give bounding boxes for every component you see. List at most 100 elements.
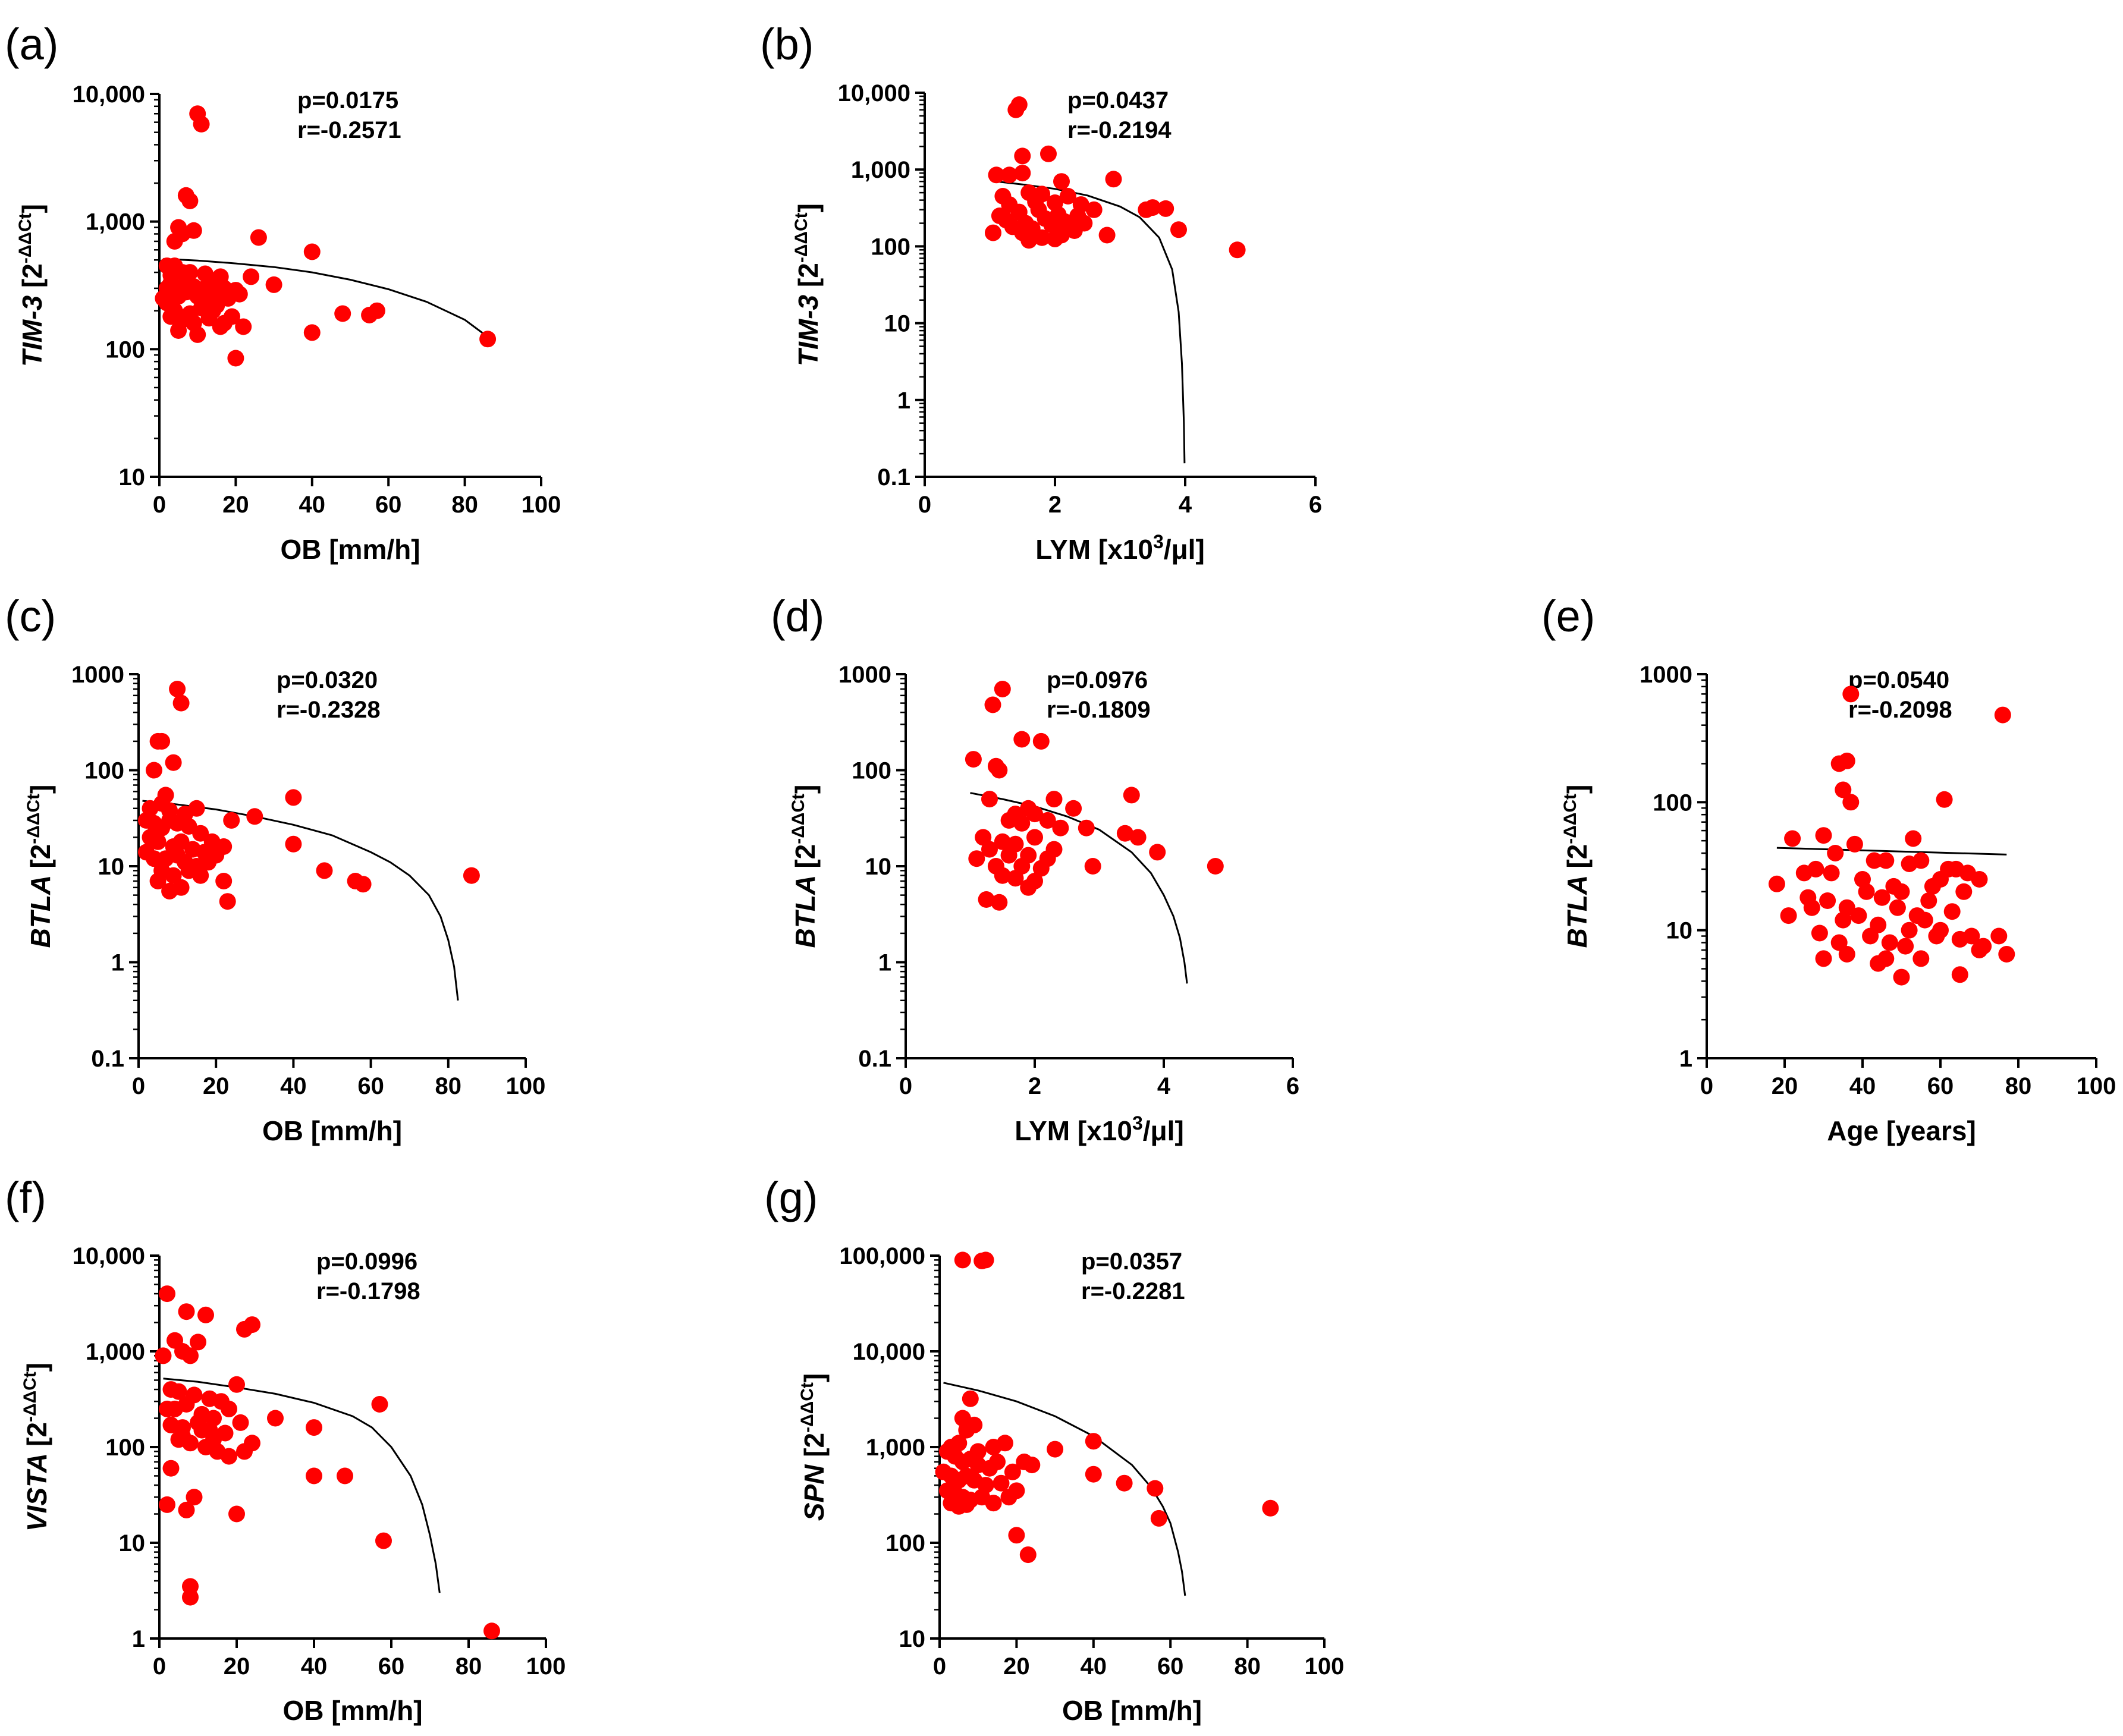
data-point (1026, 829, 1043, 846)
data-point (246, 808, 263, 825)
data-point (1229, 241, 1246, 259)
x-tick-label: 20 (203, 1073, 230, 1099)
data-point (1768, 875, 1785, 892)
chart-panel: (e) 0 20 40 60 80 100 1 10 100 1000 Age [years] BTLA… (1541, 592, 2116, 1146)
data-point (1008, 1527, 1025, 1544)
data-point (997, 1435, 1013, 1452)
y-tick-label: 1 (1679, 1046, 1692, 1072)
x-tick-label: 20 (222, 492, 249, 518)
data-point (1004, 1463, 1021, 1480)
chart-panel: (f) 0 20 40 60 80 100 1 10 100 1,000 10,000 OB [mm/h… (5, 1173, 566, 1726)
data-point (219, 893, 236, 910)
stat-annotation: p=0.0976 (1047, 667, 1148, 693)
data-point (228, 1376, 245, 1393)
data-point (1803, 899, 1820, 916)
y-tick-label: 10 (884, 311, 911, 337)
data-point (1047, 230, 1063, 247)
y-tick-label: 1,000 (851, 157, 910, 183)
data-point (1144, 199, 1161, 216)
x-tick-label: 40 (280, 1073, 307, 1099)
data-point (1105, 171, 1122, 188)
y-tick-label: 100 (871, 234, 910, 260)
y-axis-label: BTLA [2-ΔΔCt] (24, 785, 56, 948)
data-point (1951, 966, 1968, 983)
x-axis-label: OB [mm/h] (262, 1115, 402, 1146)
data-point (991, 762, 1008, 779)
y-tick-label: 10 (865, 854, 892, 880)
y-tick-label: 10 (98, 854, 125, 880)
data-point (1085, 1433, 1102, 1450)
data-point (1893, 968, 1910, 986)
data-point (1905, 830, 1922, 847)
data-point (162, 1460, 180, 1477)
x-tick-label: 100 (526, 1653, 566, 1680)
stat-annotation: p=0.0996 (316, 1248, 417, 1275)
data-point (182, 1589, 199, 1606)
stat-annotation: p=0.0357 (1081, 1248, 1182, 1275)
data-point (1116, 1474, 1133, 1492)
data-point (1085, 201, 1103, 218)
stat-annotation: r=-0.2098 (1848, 697, 1952, 723)
x-tick-label: 80 (2005, 1073, 2032, 1099)
y-tick-label: 10,000 (73, 81, 145, 108)
data-point (334, 305, 351, 322)
data-point (153, 732, 171, 750)
data-point (316, 862, 333, 879)
data-point (193, 115, 210, 133)
chart-panel: (b) 0 2 4 6 0.1 1 10 100 1,000 10,000 LYM [x103/μl]… (760, 20, 1322, 565)
data-point (1990, 927, 2008, 945)
y-tick-label: 10,000 (73, 1243, 145, 1269)
y-axis-label: VISTA [2-ΔΔCt] (20, 1363, 52, 1531)
x-tick-label: 60 (1157, 1653, 1184, 1680)
panel-label: (b) (760, 20, 814, 69)
x-tick-label: 80 (451, 492, 478, 518)
data-point (1858, 883, 1875, 900)
x-tick-label: 40 (301, 1653, 328, 1680)
data-point (994, 867, 1011, 884)
data-point (267, 1410, 284, 1427)
y-tick-label: 0.1 (91, 1046, 124, 1072)
data-point (1912, 852, 1930, 869)
x-axis-label: LYM [x103/μl] (1035, 531, 1205, 565)
stat-annotation: p=0.0437 (1067, 87, 1169, 114)
x-tick-label: 0 (899, 1073, 912, 1099)
data-point (1838, 946, 1855, 963)
data-point (190, 1334, 206, 1351)
y-tick-label: 1,000 (86, 1339, 145, 1365)
panel-label: (c) (5, 592, 56, 641)
x-tick-label: 0 (1700, 1073, 1713, 1099)
data-point (994, 833, 1011, 850)
x-tick-label: 100 (2077, 1073, 2116, 1099)
data-point (200, 854, 217, 871)
data-point (1262, 1499, 1279, 1517)
y-tick-label: 10 (1666, 918, 1693, 944)
data-point (981, 791, 998, 808)
data-point (165, 754, 182, 771)
data-point (483, 1622, 500, 1640)
data-point (1020, 232, 1038, 249)
data-point (232, 1414, 249, 1431)
data-point (1207, 858, 1224, 875)
data-point (182, 1347, 199, 1364)
x-axis-label: OB [mm/h] (280, 534, 420, 565)
y-tick-label: 100 (105, 336, 145, 363)
stat-annotation: p=0.0175 (297, 87, 398, 114)
data-point (265, 276, 282, 293)
data-point (463, 867, 480, 884)
data-point (1842, 794, 1860, 811)
data-point (1000, 1489, 1017, 1506)
data-point (197, 1306, 214, 1323)
data-point (965, 751, 982, 768)
x-tick-label: 0 (153, 1653, 166, 1680)
data-point (1040, 145, 1057, 162)
data-point (1998, 946, 2015, 963)
x-axis-label: OB [mm/h] (282, 1695, 422, 1726)
stat-annotation: p=0.0320 (277, 667, 378, 693)
stat-annotation: r=-0.2328 (277, 697, 381, 723)
data-point (1157, 200, 1174, 217)
data-point (1084, 858, 1101, 875)
data-point (479, 331, 497, 348)
data-point (193, 1421, 211, 1439)
data-point (1920, 892, 1937, 909)
data-point (1850, 907, 1867, 924)
